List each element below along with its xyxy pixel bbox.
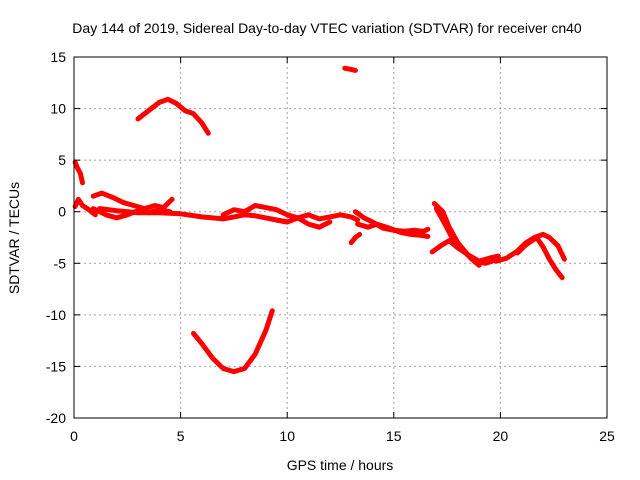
x-tick-label: 5 [177,428,185,444]
axis-ticks [73,56,608,419]
y-tick-label: 5 [58,152,66,168]
y-axis-label: SDTVAR / TECUs [6,182,22,294]
x-tick-label: 0 [70,428,78,444]
series-arc-16 [493,231,567,264]
series-arc-1 [135,96,211,136]
chart-title: Day 144 of 2019, Sidereal Day-to-day VTE… [72,20,582,36]
x-tick-label: 20 [493,428,509,444]
x-axis-label: GPS time / hours [287,457,394,473]
y-tick-label: 0 [58,204,66,220]
y-tick-label: -10 [46,307,66,323]
y-tick-label: -20 [46,410,66,426]
series-layer [72,65,567,375]
y-tick-label: 15 [50,49,66,65]
series-arc-11 [355,221,431,239]
series-arc-2 [342,65,358,73]
series-arc-7 [97,206,290,225]
y-tick-label: -15 [46,358,66,374]
series-arc-15 [433,206,482,268]
series-arc-18 [190,308,275,375]
tick-labels: 0 5 10 15 20 25 -20 -15 -10 -5 0 5 10 15 [46,49,615,444]
x-tick-label: 15 [386,428,402,444]
series-arc-5 [90,190,175,212]
series-arc-12 [348,231,363,246]
series-arc-8 [220,203,333,230]
plot-frame [73,56,608,419]
grid [74,57,607,418]
x-tick-label: 10 [279,428,295,444]
x-tick-label: 25 [599,428,615,444]
y-tick-label: 10 [50,101,66,117]
series-arc-3 [72,159,85,186]
y-tick-label: -5 [54,255,67,271]
series-arc-4 [72,196,98,218]
series-arc-9 [274,212,361,225]
series-arc-17 [515,235,565,281]
